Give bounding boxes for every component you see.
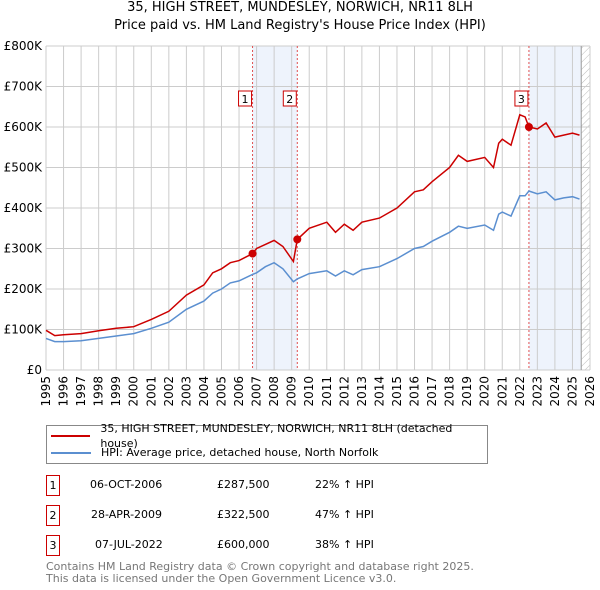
x-tick-label: 2024 (548, 376, 562, 407)
x-tick-label: 2026 (583, 376, 597, 407)
x-tick-label: 2017 (425, 376, 439, 407)
x-tick-label: 2007 (250, 376, 264, 407)
price-chart: 1995 1996 1997 1998 1999 2000 2001 2002 2003 2004… (4, 39, 597, 407)
x-tick-label: 2019 (460, 376, 474, 407)
x-tick-label: 2015 (390, 376, 404, 407)
transaction-hpi: 22% ↑ HPI (315, 478, 374, 491)
footer-licence: This data is licensed under the Open Gov… (46, 572, 397, 585)
x-tick-label: 1996 (57, 376, 71, 407)
y-tick-label: £100K (4, 323, 44, 337)
chart-title: 35, HIGH STREET, MUNDESLEY, NORWICH, NR1… (127, 0, 473, 15)
y-tick-label: £800K (4, 39, 44, 53)
transaction-price: £287,500 (217, 478, 270, 491)
sale-annotation-label: 2 (286, 93, 293, 106)
x-tick-label: 1998 (92, 376, 106, 407)
x-tick-label: 2009 (285, 376, 299, 407)
x-tick-label: 2000 (127, 376, 141, 407)
legend: 35, HIGH STREET, MUNDESLEY, NORWICH, NR1… (46, 422, 488, 464)
chart-subtitle: Price paid vs. HM Land Registry's House … (114, 18, 486, 33)
transaction-hpi: 38% ↑ HPI (315, 538, 374, 551)
x-tick-label: 2004 (197, 376, 211, 407)
transaction-price: £322,500 (217, 508, 270, 521)
x-tick-label: 1999 (109, 376, 123, 407)
x-tick-label: 2022 (513, 376, 527, 407)
legend-swatch-hpi (51, 451, 91, 454)
x-tick-label: 2010 (302, 376, 316, 407)
transaction-hpi: 47% ↑ HPI (315, 508, 374, 521)
sale-annotation-label: 3 (518, 93, 525, 106)
transaction-badge: 2 (46, 505, 60, 526)
transaction-date: 28-APR-2009 (91, 508, 163, 521)
legend-label-hpi: HPI: Average price, detached house, Nort… (101, 446, 379, 459)
x-tick-label: 1997 (74, 376, 88, 407)
sale-point (293, 235, 302, 244)
sale-point (524, 123, 533, 131)
transaction-row: 2 28-APR-2009 £322,500 47% ↑ HPI (46, 505, 546, 526)
x-tick-label: 2013 (355, 376, 369, 407)
sale-point (248, 249, 257, 258)
transaction-badge: 1 (46, 475, 60, 496)
y-tick-label: £500K (4, 161, 44, 175)
transaction-row: 1 06-OCT-2006 £287,500 22% ↑ HPI (46, 475, 546, 496)
sale-annotation-label: 1 (242, 93, 249, 106)
x-tick-label: 2023 (530, 376, 544, 407)
x-tick-label: 2002 (162, 376, 176, 407)
x-tick-label: 2025 (565, 376, 579, 407)
x-tick-label: 2005 (214, 376, 228, 407)
legend-label-property: 35, HIGH STREET, MUNDESLEY, NORWICH, NR1… (100, 421, 453, 450)
sale-annotation-box (514, 90, 529, 107)
x-tick-label: 2008 (267, 376, 281, 407)
sale-annotation-box (238, 90, 253, 107)
x-tick-label: 2003 (179, 376, 193, 407)
x-tick-label: 1995 (39, 376, 53, 407)
transaction-row: 3 07-JUL-2022 £600,000 38% ↑ HPI (46, 535, 546, 556)
x-tick-label: 2018 (443, 376, 457, 407)
x-tick-label: 2006 (232, 376, 246, 407)
transaction-date: 07-JUL-2022 (95, 538, 163, 551)
y-tick-label: £400K (4, 201, 44, 215)
y-tick-label: £600K (4, 120, 44, 134)
transaction-badge: 3 (46, 535, 60, 556)
transaction-price: £600,000 (217, 538, 270, 551)
x-tick-label: 2001 (144, 376, 158, 407)
x-tick-label: 2014 (372, 376, 386, 407)
hpi-line (45, 190, 580, 343)
y-tick-label: £200K (4, 282, 44, 296)
x-tick-label: 2011 (320, 376, 334, 407)
y-tick-label: £0 (27, 363, 42, 377)
x-tick-label: 2012 (337, 376, 351, 407)
y-tick-label: £300K (4, 242, 44, 256)
y-tick-label: £700K (4, 80, 44, 94)
x-tick-label: 2016 (408, 376, 422, 407)
transaction-date: 06-OCT-2006 (90, 478, 163, 491)
property-price-line (45, 113, 580, 337)
legend-swatch-property (51, 434, 91, 437)
x-tick-label: 2021 (495, 376, 509, 407)
footer-copyright: Contains HM Land Registry data © Crown c… (46, 560, 474, 573)
sale-annotation-box (282, 90, 297, 107)
x-tick-label: 2020 (478, 376, 492, 407)
